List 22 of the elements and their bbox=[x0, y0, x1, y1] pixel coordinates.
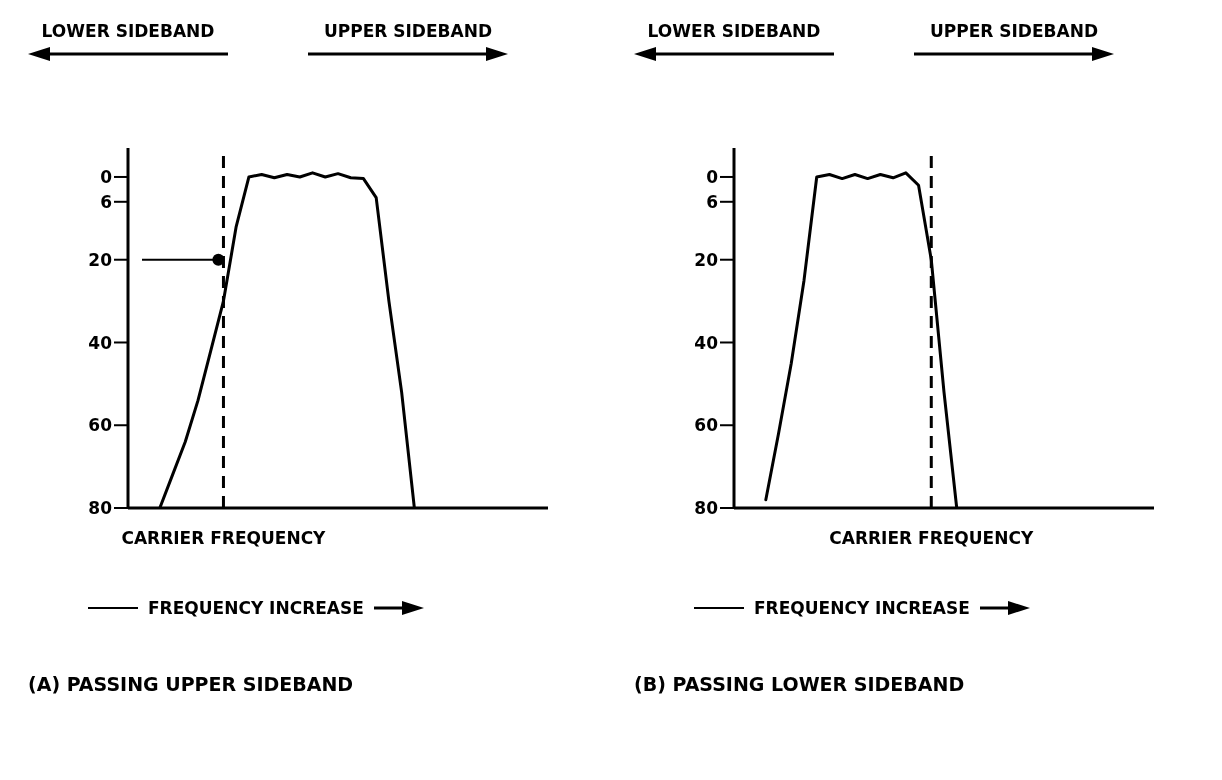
text: UPPER SIDEBAND bbox=[322, 20, 494, 43]
y-tick-label: 0 bbox=[706, 167, 719, 187]
x-axis-title: FREQUENCY INCREASE bbox=[754, 598, 970, 618]
y-tick-label: 60 bbox=[694, 415, 719, 436]
text: (B) PASSING LOWER SIDEBAND bbox=[634, 673, 966, 695]
x-tick-label: CARRIER FREQUENCY bbox=[121, 528, 327, 548]
y-tick-label: 60 bbox=[88, 415, 113, 436]
y-tick-label: 40 bbox=[88, 332, 113, 353]
text: LOWER SIDEBAND bbox=[40, 20, 216, 43]
y-tick-label: 20 bbox=[88, 249, 113, 270]
text: UPPER SIDEBAND bbox=[928, 20, 1100, 43]
y-tick-label: 80 bbox=[88, 498, 113, 519]
x-axis-title: FREQUENCY INCREASE bbox=[148, 598, 364, 618]
y-tick-label: 6 bbox=[706, 191, 718, 212]
text: (A) PASSING UPPER SIDEBAND bbox=[28, 673, 355, 695]
x-tick-label: CARRIER FREQUENCY bbox=[829, 528, 1034, 548]
y-tick-label: 6 bbox=[100, 191, 112, 212]
y-tick-label: 0 bbox=[100, 167, 113, 187]
y-tick-label: 80 bbox=[694, 498, 719, 519]
y-tick-label: 40 bbox=[694, 332, 719, 353]
text: LOWER SIDEBAND bbox=[646, 20, 822, 43]
y-tick-label: 20 bbox=[694, 249, 719, 270]
